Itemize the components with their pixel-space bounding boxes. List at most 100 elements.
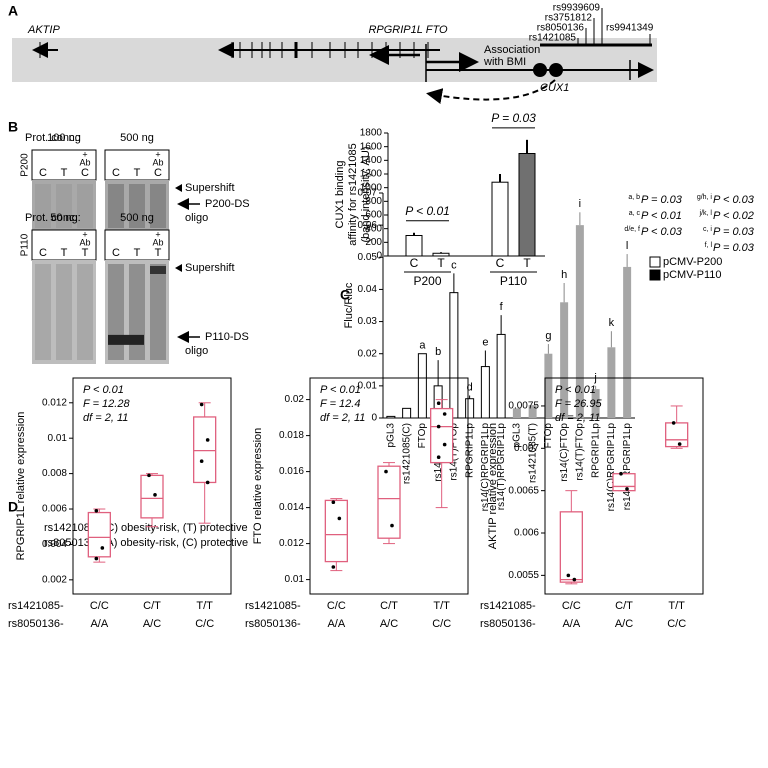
stat-keys: a, c (629, 210, 641, 217)
y-tick-label: 0.01 (48, 433, 68, 444)
x-tick-label: A/A (562, 618, 580, 630)
y-tick-label: 0.016 (279, 466, 304, 477)
y-tick-label: 600 (365, 210, 382, 221)
lane-label: C (39, 247, 47, 259)
association-label: with BMI (483, 56, 526, 68)
gene-label: RPGRIP1L FTO (368, 24, 448, 36)
stat: F = 12.28 (83, 398, 130, 410)
stat-text: P < 0.01 (641, 210, 682, 222)
ab-label: + (155, 229, 160, 239)
row-label: rs1421085- (480, 600, 536, 612)
point (390, 523, 394, 528)
x-tick-label: rs14(C)RPGRIP1Lp (606, 423, 617, 512)
bar-letter: l (626, 240, 628, 252)
x-tick-label: C/C (432, 618, 451, 630)
y-tick-label: 0.004 (42, 539, 67, 550)
x-tick-label: C/C (667, 618, 686, 630)
x-tick-label: T/T (433, 600, 450, 612)
y-tick-label: 0.01 (285, 574, 305, 585)
x-tick-label: C (410, 256, 419, 270)
y-tick-label: 0.06 (358, 220, 378, 231)
legend-label: pCMV-P200 (663, 256, 722, 268)
y-tick-label: 800 (365, 196, 382, 207)
y-tick-label: 200 (365, 237, 382, 248)
bar (491, 181, 509, 257)
point (671, 421, 676, 425)
y-tick-label: 0.012 (42, 397, 67, 408)
point (436, 401, 441, 406)
y-tick-label: 0.05 (358, 252, 378, 263)
bar (496, 333, 506, 419)
point (436, 424, 441, 429)
x-tick-label: rs14(T)FTOp (575, 423, 586, 481)
y-tick-label: 1000 (360, 182, 383, 193)
lane-label: T (61, 247, 68, 259)
bar-letter: i (579, 198, 581, 210)
bar (518, 153, 536, 257)
point (331, 500, 336, 505)
x-tick-label: C/C (90, 600, 109, 612)
point (442, 412, 447, 416)
bar (623, 266, 632, 418)
y-tick-label: 0.01 (358, 380, 378, 391)
stat-text: P = 0.03 (713, 242, 755, 254)
stat: F = 12.4 (320, 398, 360, 410)
y-tick-label: 0.04 (358, 284, 378, 295)
y-tick-label: 0.03 (358, 316, 378, 327)
legend-label: pCMV-P110 (663, 269, 722, 281)
x-tick-label: rs14(T)RPGRIP1Lp (622, 423, 633, 511)
stat-text: P < 0.02 (713, 210, 754, 222)
gel-header (31, 149, 97, 181)
snp-label: rs3751812 (545, 13, 593, 24)
lane-label: T (61, 167, 68, 179)
plot-frame (309, 377, 469, 595)
annotation: P < 0.01 (405, 204, 450, 218)
lane-label: C (112, 247, 120, 259)
plot-frame (72, 377, 232, 595)
band-label: oligo (185, 212, 208, 224)
lane-label: T (155, 247, 162, 259)
stat: P < 0.01 (320, 384, 361, 396)
y-tick-label: 400 (365, 223, 382, 234)
y-axis-label: FTO relative expression (252, 428, 264, 545)
bar (386, 415, 396, 419)
lane (129, 264, 145, 360)
bar-letter: c (451, 259, 457, 271)
bar (465, 398, 475, 419)
stat-keys: j/k, l (699, 210, 713, 217)
box (612, 473, 636, 492)
conc-value: 50 ng (50, 212, 78, 224)
ab-label: + (82, 229, 87, 239)
protein-label: P110 (20, 233, 31, 256)
stat-keys: g/h, i (697, 194, 713, 201)
y-tick-label: 0.0055 (508, 570, 539, 581)
band-label: oligo (185, 345, 208, 357)
y-tick-label: 0 (371, 413, 377, 424)
bar-letter: k (609, 317, 615, 329)
x-tick-label: C/C (327, 600, 346, 612)
stat: df = 2, 11 (555, 412, 600, 424)
lane (150, 184, 166, 228)
note: rs1421085- (C) obesity-risk, (T) protect… (44, 522, 248, 534)
band-label: Supershift (185, 182, 235, 194)
point (566, 573, 571, 578)
y-tick-label: 0.007 (514, 443, 539, 454)
bar (449, 292, 459, 419)
x-tick-label: T (437, 256, 445, 270)
x-tick-label: rs14(C)RPGRIP1Lp (480, 423, 491, 512)
stat: df = 2, 11 (83, 412, 128, 424)
y-axis-label: AKTIP relative expression (487, 423, 499, 549)
x-tick-label: pGL3 (512, 423, 523, 448)
point (331, 565, 336, 569)
x-tick-label: rs14(C)FTOp (559, 423, 570, 482)
box (87, 511, 111, 558)
stat-text: P < 0.03 (713, 194, 755, 206)
x-tick-label: A/C (380, 618, 398, 630)
x-tick-label: FTOp (543, 423, 554, 449)
cux1-label: CUX1 (540, 82, 569, 94)
gene-label: AKTIP (27, 24, 60, 36)
snp-label: rs9939609 (553, 3, 601, 14)
group-label: P110 (500, 274, 527, 288)
lane (77, 264, 93, 360)
gel-header (104, 149, 170, 181)
